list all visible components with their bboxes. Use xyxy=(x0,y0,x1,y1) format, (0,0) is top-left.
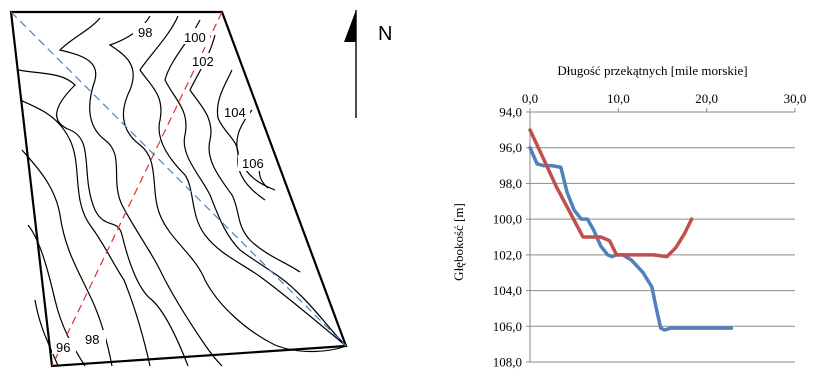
x-axis-title: Długość przekątnych [mile morskie] xyxy=(557,63,747,78)
chart-series xyxy=(528,128,734,332)
series-line-2 xyxy=(528,128,694,259)
y-tick-label: 104,0 xyxy=(493,283,522,298)
y-tick-label: 106,0 xyxy=(493,319,522,334)
contour-line xyxy=(34,299,59,367)
x-ticks: 0,0 10,0 20,0 30,0 xyxy=(522,91,807,112)
transect-red xyxy=(51,11,223,367)
contour-label: 96 xyxy=(56,340,70,355)
contour-line xyxy=(216,69,266,201)
y-tick-label: 94,0 xyxy=(499,105,522,120)
transect-blue xyxy=(10,11,347,347)
y-axis-title: Głębokość [m] xyxy=(451,203,466,281)
contour-line xyxy=(139,15,347,347)
contour-label: 102 xyxy=(192,54,214,69)
north-arrow: N xyxy=(344,10,392,118)
contour-lines xyxy=(17,15,347,367)
y-tick-label: 96,0 xyxy=(499,140,522,155)
contour-labels: 98 100 102 104 106 96 98 xyxy=(52,23,268,355)
contour-line xyxy=(17,69,189,367)
y-tick-label: 100,0 xyxy=(493,212,522,227)
y-tick-label: 98,0 xyxy=(499,176,522,191)
x-tick-label: 20,0 xyxy=(695,91,718,106)
contour-line xyxy=(58,17,223,367)
x-tick-label: 10,0 xyxy=(607,91,630,106)
contour-label: 104 xyxy=(224,105,246,120)
series-line-1 xyxy=(528,145,734,332)
contour-line xyxy=(164,19,347,347)
contour-label: 98 xyxy=(85,332,99,347)
y-tick-label: 102,0 xyxy=(493,247,522,262)
contour-label: 98 xyxy=(138,25,152,40)
y-tick-label: 108,0 xyxy=(493,355,522,369)
x-tick-label: 30,0 xyxy=(784,91,807,106)
contour-line xyxy=(19,99,151,367)
depth-profile-chart: 0,0 10,0 20,0 30,0 94,0 96,0 98,0 100,0 102,0 10… xyxy=(451,63,806,369)
bathymetric-map: 98 100 102 104 106 96 98 xyxy=(9,10,348,368)
x-tick-label: 0,0 xyxy=(522,91,538,106)
chart-gridlines xyxy=(530,111,795,363)
contour-line xyxy=(189,34,301,273)
y-ticks: 94,0 96,0 98,0 100,0 102,0 104,0 106,0 108,0 xyxy=(493,105,530,369)
north-label: N xyxy=(378,23,392,45)
map-frame xyxy=(9,10,348,368)
contour-label: 106 xyxy=(242,156,264,171)
north-arrow-head-icon xyxy=(344,10,356,42)
contour-line xyxy=(108,15,347,353)
contour-label: 100 xyxy=(184,30,206,45)
